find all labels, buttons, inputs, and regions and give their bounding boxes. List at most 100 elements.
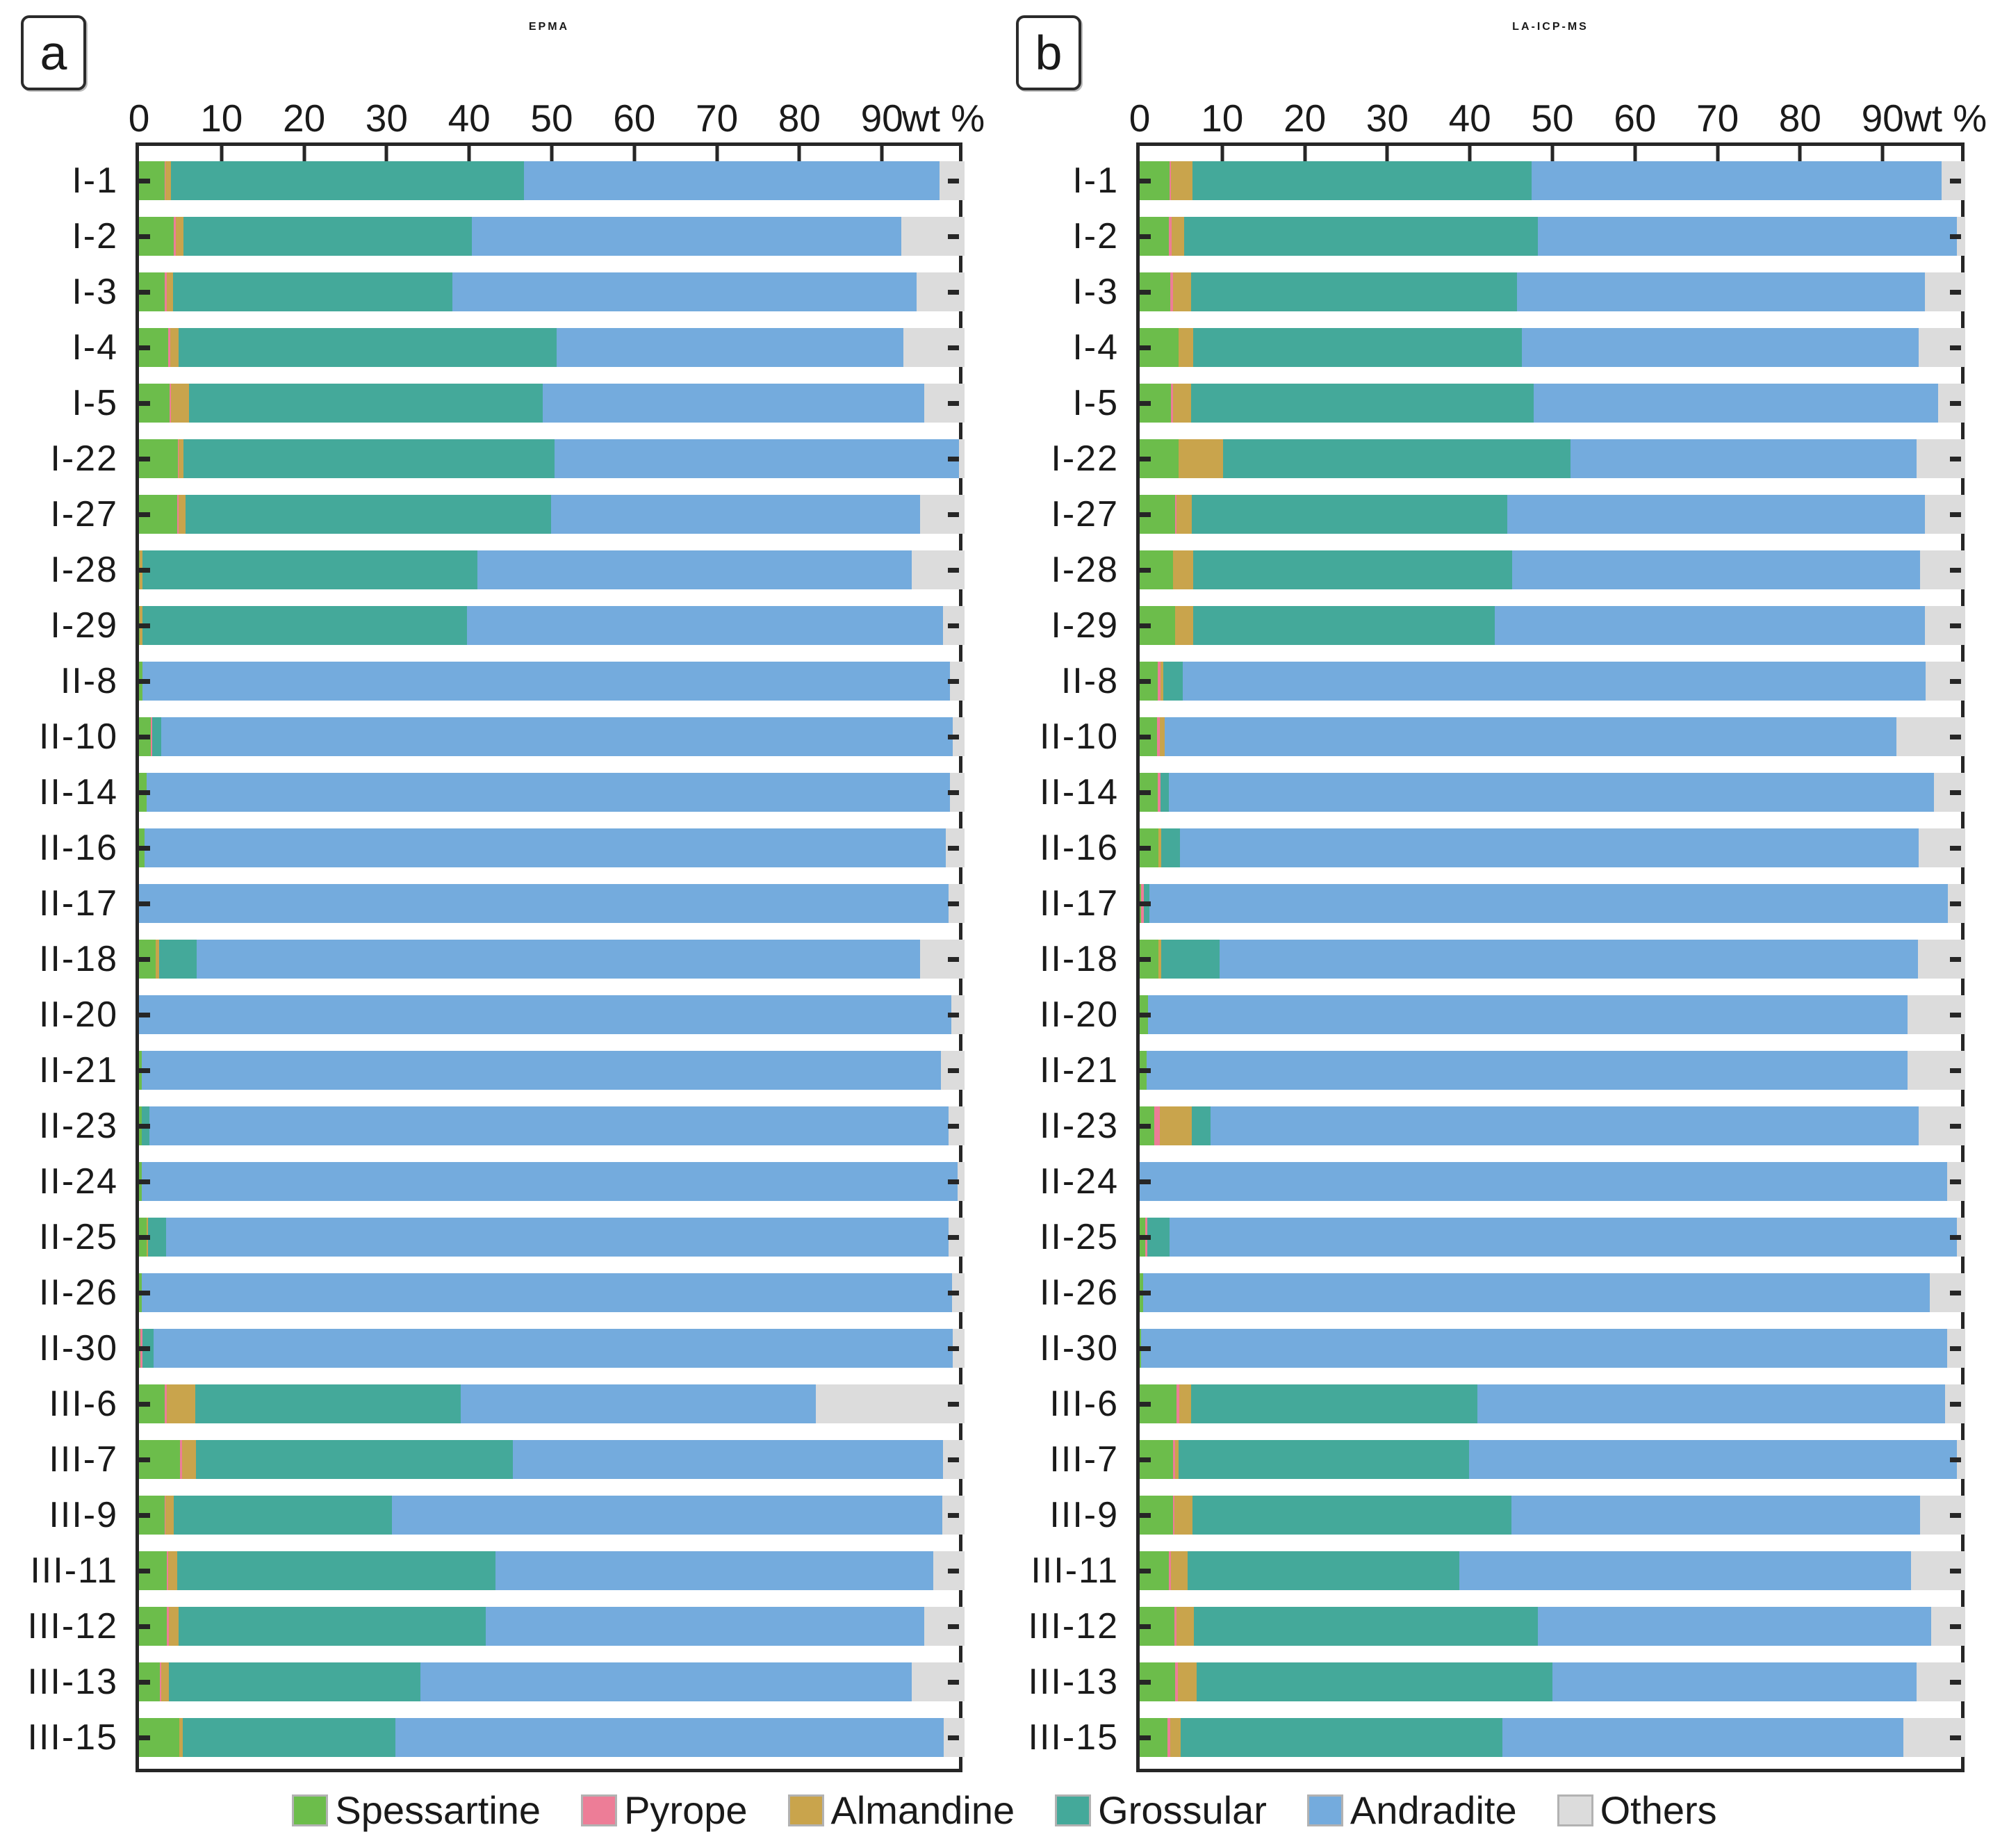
axis-tick-label-60: 60 (1614, 97, 1657, 140)
segment-andradite (420, 1662, 912, 1701)
segment-grossular (1193, 550, 1512, 589)
row-label-II-20: II-20 (38, 995, 118, 1035)
bar-row-II-21 (139, 1051, 965, 1090)
segment-andradite (395, 1718, 944, 1757)
segment-grossular (189, 384, 543, 423)
row-edge-tick (1140, 401, 1151, 406)
row-label-II-17: II-17 (38, 883, 118, 924)
segment-grossular (148, 1218, 167, 1257)
segment-grossular (171, 161, 524, 200)
row-edge-tick (139, 512, 150, 517)
bar-row-I-27 (1140, 495, 1965, 534)
segment-almandine (171, 384, 190, 423)
row-label-I-27: I-27 (50, 494, 118, 534)
segment-pyrope (1156, 717, 1160, 756)
segment-almandine (1170, 1718, 1181, 1757)
segment-andradite (542, 384, 924, 423)
bar-row-II-26 (139, 1273, 965, 1312)
segment-almandine (1178, 439, 1223, 478)
segment-andradite (1459, 1551, 1911, 1590)
segment-grossular (142, 606, 467, 645)
segment-andradite (154, 1329, 953, 1368)
row-edge-tick (139, 290, 150, 295)
row-edge-tick (948, 623, 959, 628)
row-label-I-2: I-2 (1072, 216, 1119, 256)
row-edge-tick (139, 623, 150, 628)
legend-item-grossular: Grossular (1055, 1788, 1267, 1833)
panel-a-badge: a (21, 15, 86, 90)
row-edge-tick (948, 1124, 959, 1129)
row-edge-tick (139, 1179, 150, 1184)
row-edge-tick (1950, 1402, 1961, 1407)
row-edge-tick (1950, 1068, 1961, 1073)
segment-andradite (1502, 1718, 1903, 1757)
row-label-II-26: II-26 (1039, 1273, 1119, 1313)
row-edge-tick (1950, 1457, 1961, 1462)
segment-andradite (139, 995, 951, 1034)
bar-row-I-3 (1140, 272, 1965, 311)
row-edge-tick (139, 735, 150, 739)
row-label-II-14: II-14 (38, 772, 118, 812)
segment-andradite (1164, 717, 1897, 756)
segment-almandine (168, 1607, 179, 1646)
legend-item-pyrope: Pyrope (581, 1788, 748, 1833)
bar-row-II-24 (139, 1162, 965, 1201)
row-edge-tick (1140, 623, 1151, 628)
bar-row-III-7 (1140, 1440, 1965, 1479)
segment-others (958, 1162, 965, 1201)
segment-almandine (165, 161, 172, 200)
bar-row-III-11 (139, 1551, 965, 1590)
row-edge-tick (948, 1457, 959, 1462)
bar-row-II-18 (1140, 940, 1965, 979)
row-label-III-7: III-7 (1049, 1439, 1119, 1480)
segment-andradite (1182, 662, 1926, 701)
la-icp-ms-panel-title: LA-ICP-MS (1512, 21, 1589, 33)
legend-item-spessartine: Spessartine (292, 1788, 541, 1833)
segment-grossular (183, 439, 555, 478)
segment-andradite (391, 1496, 942, 1535)
bar-row-III-7 (139, 1440, 965, 1479)
axis-tick-label-0: 0 (1129, 97, 1151, 140)
row-label-III-13: III-13 (27, 1662, 118, 1702)
segment-pyrope (1167, 1718, 1170, 1757)
segment-almandine (155, 940, 159, 979)
segment-andradite (139, 884, 949, 923)
row-edge-tick (1140, 1569, 1151, 1573)
bar-row-I-5 (139, 384, 965, 423)
legend-item-others: Others (1557, 1788, 1717, 1833)
segment-andradite (1494, 606, 1925, 645)
axis-tick-label-80: 80 (1778, 97, 1821, 140)
segment-andradite (557, 328, 904, 367)
axis-tick-label-90: 90 (860, 97, 903, 140)
bar-row-III-12 (1140, 1607, 1965, 1646)
row-label-III-12: III-12 (27, 1606, 118, 1646)
legend: Spessartine Pyrope Almandine Grossular A… (0, 1788, 2009, 1833)
row-edge-tick (1140, 290, 1151, 295)
segment-grossular (1160, 773, 1169, 812)
row-edge-tick (948, 957, 959, 962)
row-label-III-12: III-12 (1028, 1606, 1119, 1646)
bar-row-II-14 (139, 773, 965, 812)
segment-andradite (142, 662, 950, 701)
row-edge-tick (948, 846, 959, 851)
row-label-II-16: II-16 (1039, 828, 1119, 868)
segment-grossular (152, 717, 162, 756)
row-edge-tick (1140, 1179, 1151, 1184)
axis-tick-label-70: 70 (1696, 97, 1739, 140)
segment-andradite (197, 940, 920, 979)
row-edge-tick (1140, 1457, 1151, 1462)
segment-andradite (1180, 828, 1919, 867)
bar-row-II-30 (1140, 1329, 1965, 1368)
row-label-III-6: III-6 (49, 1384, 118, 1424)
segment-pyrope (164, 272, 167, 311)
segment-almandine (176, 217, 184, 256)
segment-grossular (179, 328, 557, 367)
axis-tick (797, 145, 801, 161)
row-label-III-6: III-6 (1049, 1384, 1119, 1424)
row-label-I-5: I-5 (1072, 383, 1119, 423)
segment-almandine (1172, 550, 1194, 589)
segment-pyrope (1168, 1551, 1172, 1590)
row-edge-tick (139, 1068, 150, 1073)
axis-tick (1633, 145, 1637, 161)
legend-label: Almandine (830, 1788, 1015, 1832)
